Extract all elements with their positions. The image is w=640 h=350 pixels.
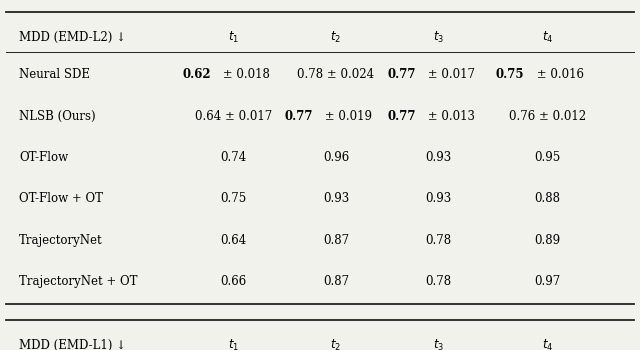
Text: 0.64: 0.64 — [220, 233, 247, 246]
Text: TrajectoryNet + OT: TrajectoryNet + OT — [19, 275, 138, 288]
Text: 0.78: 0.78 — [426, 275, 451, 288]
Text: 0.77: 0.77 — [387, 68, 415, 81]
Text: 0.66: 0.66 — [220, 275, 247, 288]
Text: 0.78 ± 0.024: 0.78 ± 0.024 — [298, 68, 374, 81]
Text: 0.77: 0.77 — [285, 110, 313, 122]
Text: ± 0.019: ± 0.019 — [321, 110, 372, 122]
Text: OT-Flow: OT-Flow — [19, 151, 68, 164]
Text: 0.97: 0.97 — [534, 275, 561, 288]
Text: 0.78: 0.78 — [426, 233, 451, 246]
Text: 0.93: 0.93 — [425, 192, 452, 205]
Text: 0.89: 0.89 — [534, 233, 560, 246]
Text: $t_4$: $t_4$ — [541, 337, 553, 350]
Text: 0.76 ± 0.012: 0.76 ± 0.012 — [509, 110, 586, 122]
Text: 0.88: 0.88 — [534, 192, 560, 205]
Text: 0.93: 0.93 — [323, 192, 349, 205]
Text: $t_1$: $t_1$ — [228, 337, 239, 350]
Text: 0.96: 0.96 — [323, 151, 349, 164]
Text: MDD (EMD-L2) ↓: MDD (EMD-L2) ↓ — [19, 31, 126, 44]
Text: 0.77: 0.77 — [387, 110, 415, 122]
Text: 0.74: 0.74 — [220, 151, 247, 164]
Text: ± 0.017: ± 0.017 — [424, 68, 475, 81]
Text: 0.87: 0.87 — [323, 275, 349, 288]
Text: 0.93: 0.93 — [425, 151, 452, 164]
Text: 0.62: 0.62 — [182, 68, 211, 81]
Text: 0.75: 0.75 — [496, 68, 524, 81]
Text: OT-Flow + OT: OT-Flow + OT — [19, 192, 103, 205]
Text: MDD (EMD-L1) ↓: MDD (EMD-L1) ↓ — [19, 338, 126, 350]
Text: ± 0.013: ± 0.013 — [424, 110, 475, 122]
Text: 0.75: 0.75 — [220, 192, 247, 205]
Text: Neural SDE: Neural SDE — [19, 68, 90, 81]
Text: $t_4$: $t_4$ — [541, 30, 553, 45]
Text: 0.64 ± 0.017: 0.64 ± 0.017 — [195, 110, 272, 122]
Text: NLSB (Ours): NLSB (Ours) — [19, 110, 96, 122]
Text: 0.87: 0.87 — [323, 233, 349, 246]
Text: $t_2$: $t_2$ — [330, 30, 342, 45]
Text: ± 0.016: ± 0.016 — [532, 68, 584, 81]
Text: 0.95: 0.95 — [534, 151, 561, 164]
Text: $t_2$: $t_2$ — [330, 337, 342, 350]
Text: $t_1$: $t_1$ — [228, 30, 239, 45]
Text: TrajectoryNet: TrajectoryNet — [19, 233, 103, 246]
Text: $t_3$: $t_3$ — [433, 30, 444, 45]
Text: ± 0.018: ± 0.018 — [220, 68, 270, 81]
Text: $t_3$: $t_3$ — [433, 337, 444, 350]
